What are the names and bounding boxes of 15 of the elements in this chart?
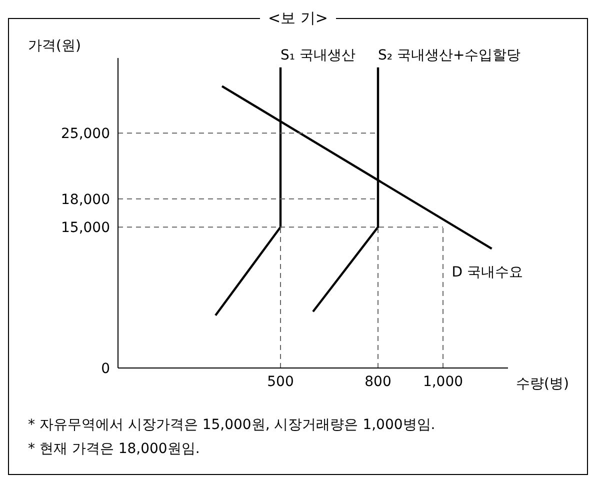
y-tick-label: 25,000 — [61, 126, 110, 142]
series-label: S₁ 국내생산 — [280, 47, 356, 64]
x-tick-label: 800 — [364, 374, 392, 390]
text: * 자유무역에서 시장가격은 15,000원, 시장거래량은 1,000병임. — [28, 416, 436, 435]
series-label: D 국내수요 — [452, 264, 523, 281]
y-tick-label: 15,000 — [61, 220, 110, 236]
y-tick-label: 18,000 — [61, 192, 110, 208]
text: * 현재 가격은 18,000원임. — [28, 440, 201, 459]
chart-title: <보 기> — [260, 9, 336, 27]
series-label: S₂ 국내생산+수입할당 — [378, 47, 521, 64]
x-tick-label: 500 — [267, 374, 294, 390]
y-axis-title: 가격(원) — [28, 38, 81, 54]
x-axis-title: 수량(병) — [516, 376, 569, 392]
y-tick-label: 0 — [101, 360, 110, 377]
x-tick-label: 1,000 — [422, 374, 464, 390]
